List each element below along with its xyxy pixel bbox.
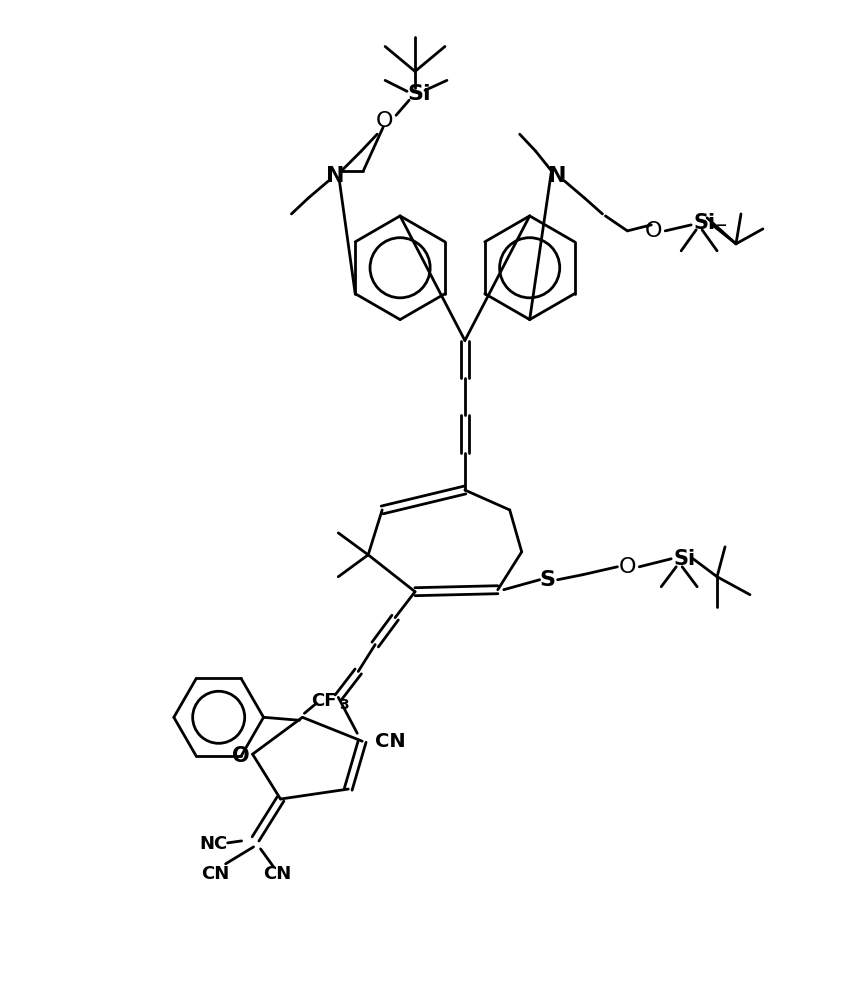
Text: O: O	[644, 221, 662, 241]
Text: CN: CN	[201, 865, 230, 883]
Text: NC: NC	[200, 835, 228, 853]
Text: Si: Si	[693, 213, 715, 233]
Text: Si: Si	[673, 549, 695, 569]
Text: O: O	[619, 557, 636, 577]
Text: CN: CN	[375, 732, 405, 751]
Text: O: O	[375, 111, 393, 131]
Text: –: –	[716, 215, 727, 235]
Text: O: O	[231, 746, 249, 766]
Text: N: N	[326, 166, 345, 186]
Text: CF: CF	[312, 692, 337, 710]
Text: S: S	[540, 570, 555, 590]
Text: 3: 3	[339, 698, 349, 712]
Text: N: N	[548, 166, 566, 186]
Text: CN: CN	[263, 865, 291, 883]
Text: Si: Si	[407, 84, 431, 104]
